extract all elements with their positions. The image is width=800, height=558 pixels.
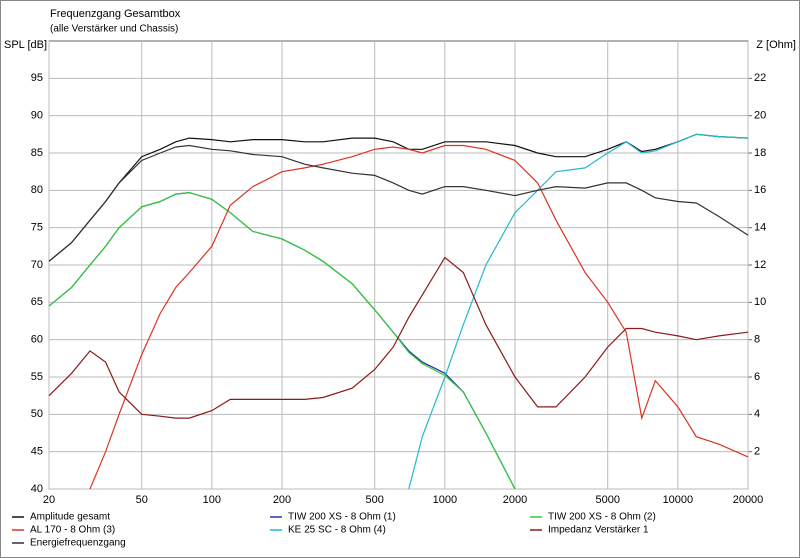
series-line	[408, 133, 749, 490]
series-line	[48, 256, 749, 419]
y2-tick-label: 6	[754, 371, 760, 383]
chart-title: Frequenzgang Gesamtbox	[50, 8, 181, 20]
y-tick-label: 75	[31, 222, 43, 234]
y2-tick-label: 10	[754, 296, 766, 308]
x-tick-label: 200	[273, 494, 291, 506]
y-tick-label: 85	[31, 147, 43, 159]
legend-label: AL 170 - 8 Ohm (3)	[30, 525, 115, 536]
y2-axis-label: Z [Ohm]	[756, 39, 796, 51]
y-tick-label: 80	[31, 184, 43, 196]
y-tick-label: 95	[31, 72, 43, 84]
y2-tick-label: 18	[754, 147, 766, 159]
y-tick-label: 40	[31, 483, 43, 495]
y-tick-label: 70	[31, 259, 43, 271]
x-tick-label: 5000	[595, 494, 619, 506]
series-line	[48, 191, 516, 490]
x-tick-label: 20	[43, 494, 55, 506]
legend-label: TIW 200 XS - 8 Ohm (1)	[288, 512, 396, 523]
y-tick-label: 55	[31, 371, 43, 383]
y2-tick-label: 20	[754, 110, 766, 122]
x-tick-label: 10000	[663, 494, 694, 506]
x-tick-label: 20000	[733, 494, 764, 506]
y2-tick-label: 2	[754, 446, 760, 458]
y2-tick-label: 4	[754, 408, 760, 420]
y-tick-label: 45	[31, 446, 43, 458]
y2-tick-label: 22	[754, 72, 766, 84]
x-tick-label: 500	[366, 494, 384, 506]
y2-tick-label: 14	[754, 222, 766, 234]
y-axis-label: SPL [dB]	[4, 39, 47, 51]
legend-label: Amplitude gesamt	[30, 512, 110, 523]
y2-tick-label: 12	[754, 259, 766, 271]
x-tick-label: 2000	[503, 494, 527, 506]
legend-label: Impedanz Verstärker 1	[548, 525, 649, 536]
legend-label: KE 25 SC - 8 Ohm (4)	[288, 525, 386, 536]
y2-tick-label: 16	[754, 184, 766, 196]
series-line	[89, 144, 749, 490]
y-tick-label: 65	[31, 296, 43, 308]
series-line	[48, 144, 749, 262]
y2-tick-label: 8	[754, 334, 760, 346]
legend-label: Energiefrequenzgang	[30, 538, 126, 549]
y-tick-label: 90	[31, 110, 43, 122]
x-tick-label: 50	[136, 494, 148, 506]
y-tick-label: 50	[31, 408, 43, 420]
y-tick-label: 60	[31, 334, 43, 346]
legend-label: TIW 200 XS - 8 Ohm (2)	[548, 512, 656, 523]
x-tick-label: 100	[203, 494, 221, 506]
chart-subtitle: (alle Verstärker und Chassis)	[50, 24, 178, 35]
x-tick-label: 1000	[433, 494, 457, 506]
